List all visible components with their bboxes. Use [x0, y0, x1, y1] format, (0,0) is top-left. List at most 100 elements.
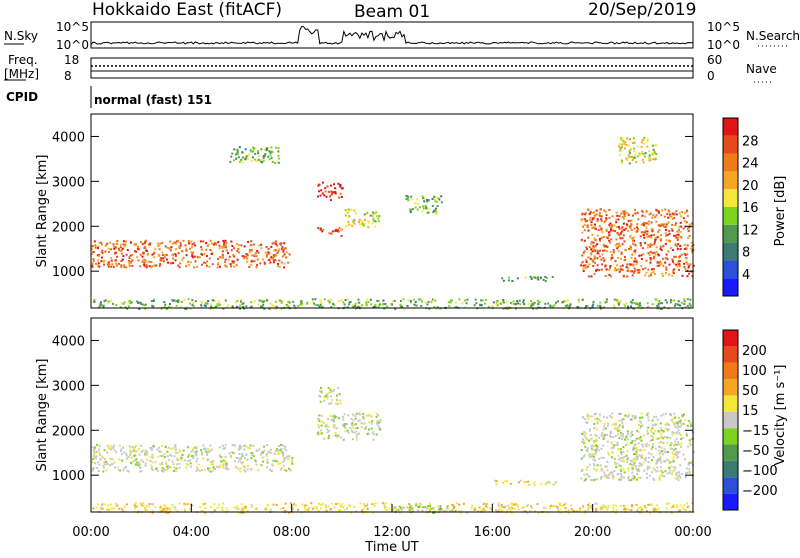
power-cell-7-645 — [634, 244, 637, 247]
velocity-cell-3-613 — [658, 479, 661, 481]
power-cell-9-101 — [218, 300, 221, 303]
power-cell-0-449 — [160, 257, 163, 259]
velocity-cell-3-791 — [590, 455, 593, 458]
velocity-cell-5-396 — [630, 509, 633, 512]
power-cell-7-648 — [632, 242, 635, 245]
velocity-cell-3-98 — [660, 435, 663, 438]
power-cell-7-686 — [589, 242, 592, 245]
power-cell-5-53 — [432, 211, 435, 213]
power-cell-1-30 — [330, 199, 332, 202]
power-cell-7-690 — [651, 252, 654, 255]
velocity-cell-5-580 — [599, 506, 602, 508]
velocity-cell-3-270 — [690, 460, 693, 463]
velocity-cell-0-68 — [229, 456, 232, 459]
nsky-tick-top: 10^5 — [56, 20, 89, 34]
velocity-cb-tick-2: −50 — [742, 444, 769, 459]
velocity-cell-3-172 — [674, 447, 677, 450]
power-cell-0-370 — [113, 251, 116, 254]
velocity-cell-3-186 — [670, 465, 673, 468]
power-cell-9-102 — [138, 308, 141, 310]
velocity-cell-0-173 — [131, 446, 134, 449]
power-cell-0-470 — [268, 259, 271, 261]
power-cell-9-561 — [527, 302, 530, 305]
power-cell-7-563 — [649, 250, 652, 253]
power-cell-7-832 — [612, 251, 615, 254]
velocity-cell-3-49 — [605, 465, 608, 468]
power-cell-7-180 — [679, 231, 682, 233]
power-cell-7-390 — [662, 224, 665, 227]
power-cell-7-168 — [581, 212, 584, 215]
power-cell-7-167 — [585, 266, 588, 269]
power-cell-0-228 — [145, 266, 148, 269]
power-cell-7-71 — [654, 216, 657, 219]
power-cell-0-334 — [245, 255, 247, 258]
velocity-cell-5-520 — [588, 502, 591, 505]
power-cell-0-399 — [146, 253, 149, 256]
velocity-cell-3-832 — [677, 443, 680, 446]
velocity-cell-3-793 — [636, 472, 639, 475]
velocity-cell-3-514 — [600, 456, 603, 459]
velocity-cell-5-416 — [590, 506, 593, 509]
power-cell-9-383 — [175, 300, 178, 303]
velocity-cell-3-638 — [606, 460, 609, 463]
power-cell-7-309 — [595, 213, 598, 216]
power-cell-9-512 — [565, 300, 568, 303]
velocity-cb-tick-4: 15 — [742, 404, 759, 419]
power-cell-9-387 — [320, 301, 323, 304]
velocity-cell-3-707 — [582, 438, 584, 441]
power-cell-7-801 — [679, 235, 682, 238]
power-cell-9-320 — [141, 303, 144, 306]
velocity-cell-0-550 — [225, 467, 228, 470]
velocity-cell-3-631 — [669, 414, 672, 417]
velocity-cell-2-4 — [370, 422, 373, 425]
power-cell-0-88 — [139, 241, 142, 244]
velocity-cell-0-403 — [98, 448, 101, 451]
power-cell-7-785 — [670, 215, 673, 218]
velocity-cell-3-340 — [580, 449, 583, 451]
power-cell-0-512 — [151, 253, 154, 256]
velocity-cell-0-246 — [283, 447, 286, 450]
power-cell-4-52 — [261, 161, 264, 164]
velocity-cell-1-41 — [329, 389, 332, 392]
power-cell-0-551 — [283, 262, 286, 265]
velocity-cell-5-500 — [101, 503, 104, 506]
power-cell-9-591 — [200, 306, 203, 309]
power-cell-0-76 — [280, 261, 283, 264]
x-tick-4: 16:00 — [474, 525, 511, 540]
velocity-cell-5-427 — [304, 504, 307, 507]
power-cell-0-236 — [120, 252, 123, 255]
power-cell-7-754 — [662, 257, 664, 260]
power-cell-7-238 — [655, 220, 658, 223]
power-cell-9-201 — [242, 305, 245, 308]
power-cell-9-555 — [430, 300, 433, 303]
velocity-cell-5-575 — [572, 510, 575, 512]
power-cell-7-638 — [611, 215, 614, 218]
velocity-cell-3-614 — [648, 444, 651, 447]
velocity-cell-5-253 — [521, 507, 524, 509]
power-cell-7-734 — [663, 215, 666, 218]
velocity-cb-swatch-8 — [723, 362, 738, 380]
power-cell-0-15 — [243, 257, 246, 260]
velocity-cell-3-142 — [583, 473, 586, 476]
power-cell-7-484 — [583, 224, 586, 227]
velocity-cell-0-448 — [205, 451, 208, 454]
velocity-cell-3-136 — [610, 456, 613, 459]
power-cell-7-184 — [632, 236, 635, 239]
velocity-cell-3-568 — [683, 458, 686, 461]
velocity-cell-0-581 — [151, 453, 154, 456]
velocity-cell-5-167 — [489, 507, 492, 510]
power-cell-9-74 — [378, 304, 381, 307]
power-cell-0-189 — [209, 239, 212, 242]
velocity-cell-3-630 — [667, 428, 670, 431]
velocity-cell-0-186 — [222, 459, 225, 462]
power-cell-7-289 — [676, 238, 679, 241]
power-cell-0-531 — [171, 254, 174, 257]
power-cell-3-70 — [369, 214, 372, 217]
power-cell-0-80 — [233, 247, 235, 250]
power-cell-9-280 — [651, 303, 654, 306]
power-cell-0-177 — [224, 264, 227, 267]
velocity-cell-3-526 — [639, 448, 642, 451]
velocity-cell-0-443 — [128, 445, 131, 448]
velocity-cell-5-559 — [388, 507, 391, 510]
